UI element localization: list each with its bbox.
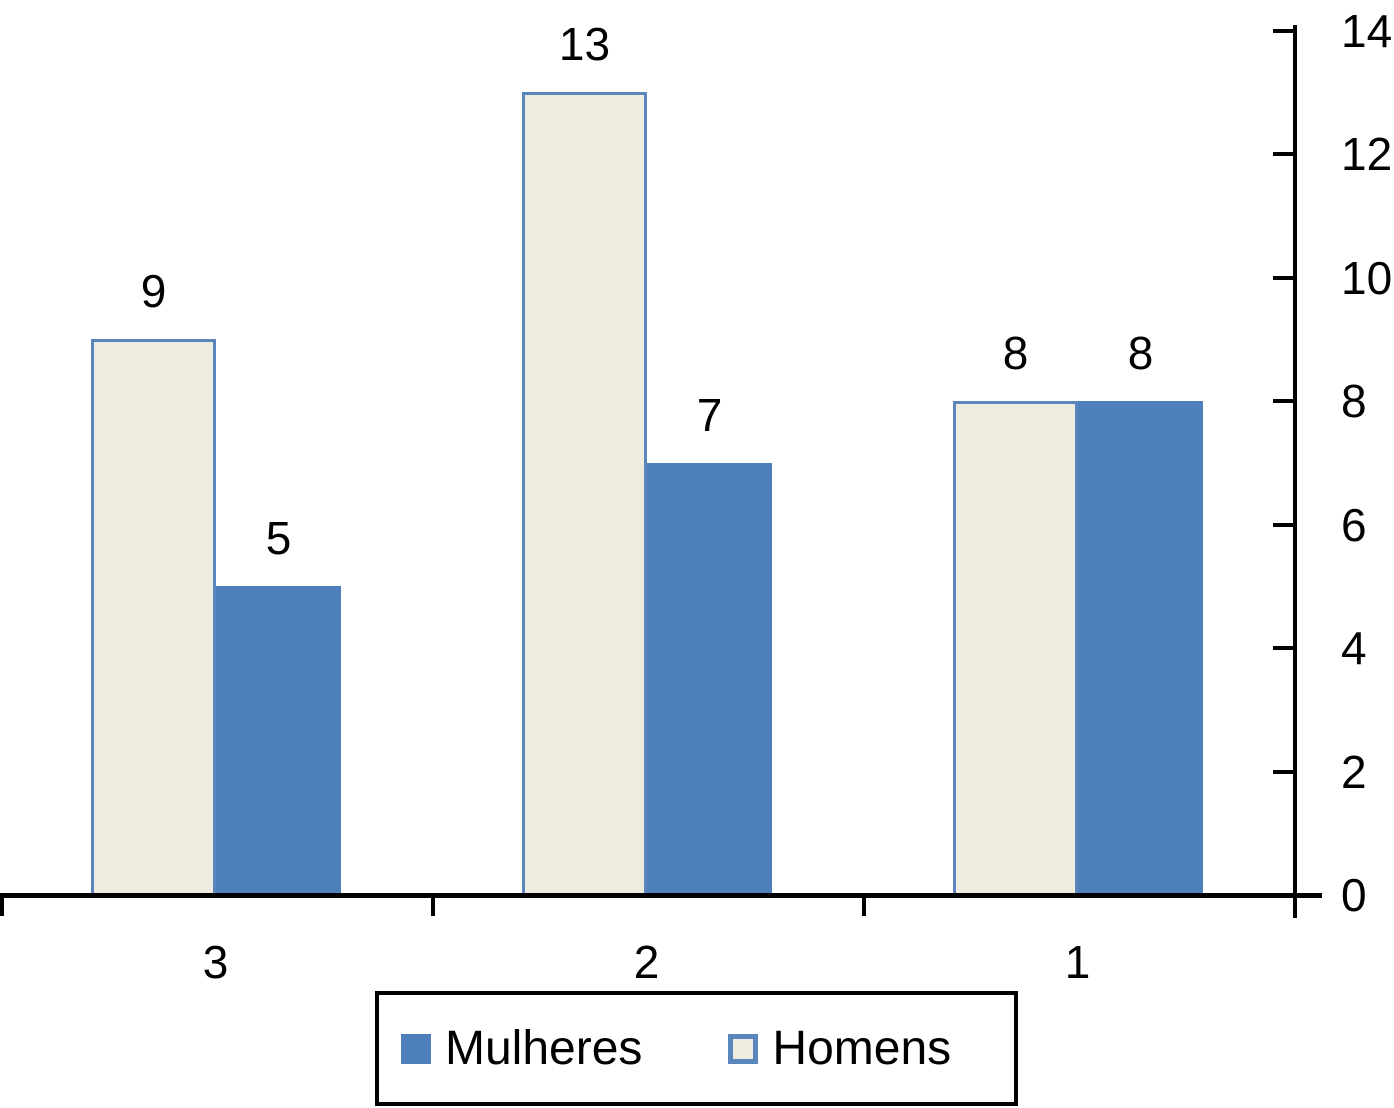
- legend: Mulheres Homens: [375, 991, 1018, 1106]
- bar-mulheres-cat1: [1078, 401, 1203, 898]
- y-axis-tick: [1273, 893, 1293, 897]
- bar-value-label: 8: [1127, 327, 1154, 379]
- legend-label-mulheres: Mulheres: [445, 1021, 643, 1075]
- y-axis-tick: [1273, 522, 1293, 527]
- bar-value-label: 5: [265, 512, 292, 564]
- y-tick-label: 10: [1341, 251, 1393, 304]
- y-axis-tick: [1273, 399, 1293, 403]
- bar-value-label: 9: [140, 265, 167, 317]
- bar-homens-cat2: [522, 92, 647, 898]
- y-tick-label: 8: [1341, 375, 1367, 427]
- x-axis-line: [0, 893, 1322, 898]
- mulheres-swatch-icon: [401, 1033, 431, 1064]
- y-tick-label: 4: [1341, 622, 1367, 674]
- legend-item-homens: Homens: [728, 1021, 952, 1075]
- x-axis-tick: [431, 898, 435, 916]
- y-tick-label: 0: [1341, 869, 1367, 921]
- bar-mulheres-cat3: [216, 586, 341, 898]
- bar-homens-cat1: [953, 401, 1078, 898]
- bar-value-label: 8: [1002, 327, 1029, 379]
- x-axis-tick: [862, 898, 866, 916]
- bar-value-label: 7: [696, 389, 723, 441]
- x-category-label: 1: [1064, 936, 1091, 988]
- y-tick-label: 6: [1341, 498, 1367, 551]
- bar-mulheres-cat2: [647, 463, 772, 898]
- y-tick-label: 2: [1341, 745, 1367, 798]
- homens-swatch-icon: [728, 1033, 759, 1064]
- y-tick-label: 12: [1341, 128, 1393, 180]
- x-category-label: 2: [633, 936, 660, 988]
- y-axis-tick: [1273, 769, 1293, 774]
- bar-homens-cat3: [91, 339, 216, 898]
- y-axis-line: [1293, 25, 1297, 918]
- x-axis-tick: [0, 898, 4, 916]
- y-axis-tick: [1273, 275, 1293, 280]
- legend-label-homens: Homens: [772, 1021, 952, 1075]
- legend-item-mulheres: Mulheres: [401, 1021, 643, 1075]
- y-axis-tick: [1273, 646, 1293, 650]
- y-axis-tick: [1273, 152, 1293, 156]
- y-axis-tick: [1273, 28, 1293, 33]
- y-tick-label: 14: [1341, 4, 1393, 57]
- bar-value-label: 13: [558, 18, 611, 70]
- x-category-label: 3: [202, 936, 229, 988]
